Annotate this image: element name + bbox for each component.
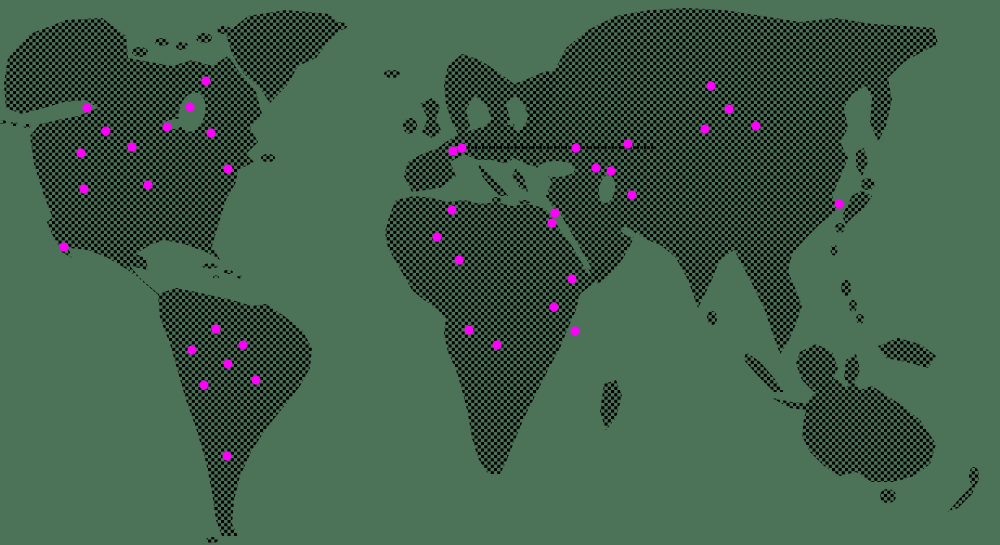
sea-red-sea xyxy=(553,210,591,270)
island-ireland xyxy=(403,118,417,134)
location-marker-north-america-10[interactable] xyxy=(223,164,233,174)
location-marker-north-america-12[interactable] xyxy=(59,242,69,252)
location-marker-north-america-7[interactable] xyxy=(127,142,137,152)
location-marker-south-america-14[interactable] xyxy=(238,340,248,350)
island-caribbean xyxy=(213,275,219,279)
island-tierra-del-fuego xyxy=(206,537,218,543)
location-marker-north-america-11[interactable] xyxy=(79,184,89,194)
location-marker-north-america-6[interactable] xyxy=(206,128,216,138)
island-crete xyxy=(518,200,530,204)
island-sakhalin xyxy=(856,148,868,176)
island-new-zealand-north xyxy=(969,467,979,485)
island-philippines xyxy=(856,314,864,324)
inland-seas xyxy=(163,92,636,270)
sea-baltic xyxy=(514,111,528,131)
location-marker-north-america-9[interactable] xyxy=(143,180,153,190)
location-marker-south-america-15[interactable] xyxy=(187,345,197,355)
island-arctic xyxy=(176,42,188,50)
island-tasmania xyxy=(880,489,896,503)
location-marker-africa-35[interactable] xyxy=(492,340,502,350)
location-marker-asia-37[interactable] xyxy=(706,81,716,91)
location-marker-asia-24[interactable] xyxy=(591,163,601,173)
island-caribbean xyxy=(237,275,243,279)
location-marker-africa-33[interactable] xyxy=(549,302,559,312)
location-marker-south-america-19[interactable] xyxy=(222,451,232,461)
island-arctic xyxy=(146,64,158,72)
island-cuba xyxy=(202,263,218,269)
island-aleutian xyxy=(10,122,18,126)
location-marker-asia-23[interactable] xyxy=(623,139,633,149)
island-aleutian xyxy=(23,124,31,128)
continent-north-america xyxy=(4,18,262,305)
location-marker-south-america-18[interactable] xyxy=(199,380,209,390)
region-italy xyxy=(478,164,508,196)
location-marker-middle-east-26[interactable] xyxy=(627,190,637,200)
island-arctic xyxy=(217,26,231,34)
island-honshu xyxy=(842,190,872,224)
island-arctic xyxy=(169,70,183,78)
island-new-zealand-south xyxy=(948,478,979,512)
location-marker-asia-39[interactable] xyxy=(700,124,710,134)
location-marker-south-america-17[interactable] xyxy=(251,375,261,385)
island-arctic xyxy=(196,33,212,43)
island-arctic xyxy=(132,47,148,57)
location-marker-asia-25[interactable] xyxy=(606,166,616,176)
island-iceland xyxy=(384,70,400,78)
island-borneo xyxy=(796,344,838,392)
location-marker-north-america-3[interactable] xyxy=(185,102,195,112)
region-greece xyxy=(512,168,528,192)
location-marker-europe-21[interactable] xyxy=(457,143,467,153)
location-marker-africa-34[interactable] xyxy=(464,325,474,335)
location-marker-africa-28[interactable] xyxy=(432,232,442,242)
sea-caspian xyxy=(598,175,616,203)
location-marker-north-america-2[interactable] xyxy=(201,76,211,86)
island-sulawesi xyxy=(844,354,860,388)
location-marker-africa-29[interactable] xyxy=(454,255,464,265)
location-marker-middle-east-31[interactable] xyxy=(547,218,557,228)
island-arctic xyxy=(155,38,169,46)
location-marker-asia-41[interactable] xyxy=(834,199,844,209)
location-marker-africa-27[interactable] xyxy=(447,205,457,215)
island-new-guinea xyxy=(878,338,936,368)
continent-africa xyxy=(385,196,608,474)
island-hokkaido xyxy=(861,178,875,190)
location-marker-asia-38[interactable] xyxy=(724,104,734,114)
sea-persian-gulf xyxy=(620,227,636,237)
island-philippines xyxy=(849,300,857,312)
location-marker-africa-32[interactable] xyxy=(567,274,577,284)
sea-hudson-bay xyxy=(178,92,206,132)
sea-black-sea xyxy=(537,161,575,177)
location-marker-south-america-13[interactable] xyxy=(211,324,221,334)
island-aleutian xyxy=(0,120,6,124)
island-sicily xyxy=(492,197,502,203)
location-marker-africa-36[interactable] xyxy=(570,326,580,336)
location-marker-europe-20[interactable] xyxy=(448,146,458,156)
island-great-britain xyxy=(420,98,442,138)
island-greenland xyxy=(226,10,342,103)
location-marker-asia-40[interactable] xyxy=(751,121,761,131)
island-svalbard xyxy=(333,22,347,30)
location-marker-middle-east-30[interactable] xyxy=(550,208,560,218)
island-newfoundland xyxy=(261,154,275,162)
island-kyushu xyxy=(835,223,845,233)
location-marker-north-america-8[interactable] xyxy=(76,148,86,158)
island-taiwan xyxy=(830,244,838,256)
island-philippines xyxy=(841,280,851,296)
location-marker-south-america-16[interactable] xyxy=(223,359,233,369)
location-marker-north-america-4[interactable] xyxy=(101,126,111,136)
island-sri-lanka xyxy=(707,311,717,325)
continent-eurasia xyxy=(404,8,938,354)
location-marker-north-america-1[interactable] xyxy=(82,103,92,113)
location-markers xyxy=(59,76,844,461)
location-marker-europe-22[interactable] xyxy=(571,143,581,153)
location-marker-north-america-5[interactable] xyxy=(162,122,172,132)
continent-australia xyxy=(802,378,936,482)
island-madagascar xyxy=(600,380,622,430)
continents xyxy=(0,8,979,543)
island-hispaniola xyxy=(223,270,233,274)
island-sumatra xyxy=(744,352,784,392)
